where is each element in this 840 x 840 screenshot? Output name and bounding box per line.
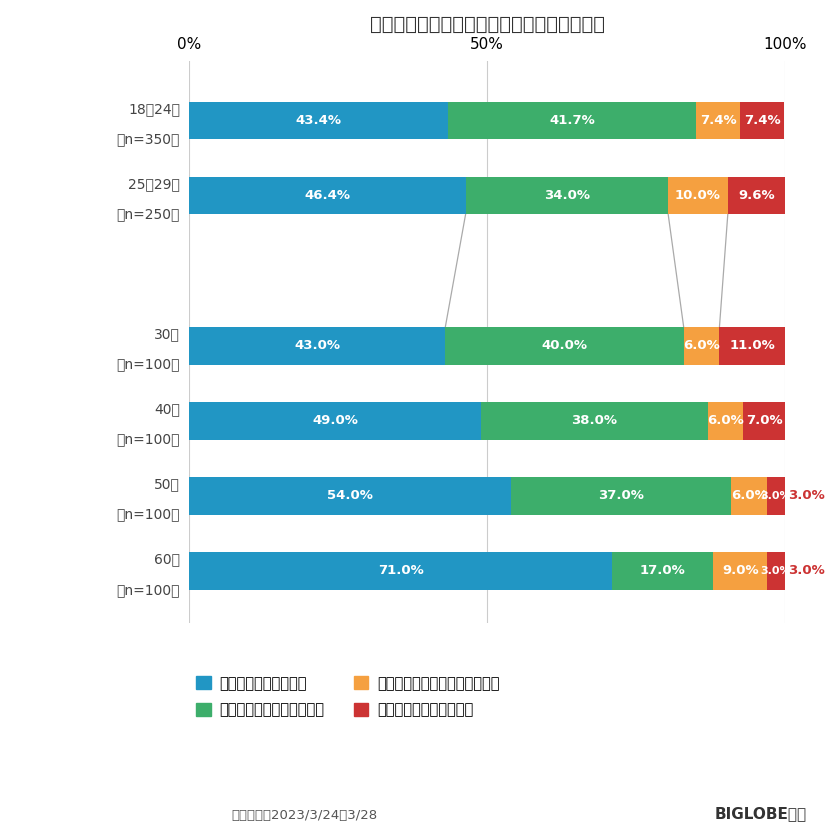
Text: 17.0%: 17.0% bbox=[640, 564, 685, 577]
Text: 54.0%: 54.0% bbox=[327, 490, 373, 502]
Text: （n=100）: （n=100） bbox=[117, 358, 180, 371]
Text: 34.0%: 34.0% bbox=[543, 189, 590, 202]
Text: 9.6%: 9.6% bbox=[738, 189, 774, 202]
Text: 30代: 30代 bbox=[155, 328, 180, 342]
Text: 40.0%: 40.0% bbox=[542, 339, 587, 352]
Text: 9.0%: 9.0% bbox=[722, 564, 759, 577]
Text: 10.0%: 10.0% bbox=[675, 189, 721, 202]
Bar bbox=[189, 477, 511, 515]
Text: 71.0%: 71.0% bbox=[378, 564, 423, 577]
Bar bbox=[707, 402, 743, 439]
Bar bbox=[727, 177, 785, 214]
Text: 43.0%: 43.0% bbox=[294, 339, 340, 352]
Text: （n=250）: （n=250） bbox=[117, 207, 180, 222]
Text: （n=350）: （n=350） bbox=[117, 133, 180, 146]
Bar bbox=[732, 477, 767, 515]
Bar bbox=[767, 477, 785, 515]
Text: 46.4%: 46.4% bbox=[304, 189, 350, 202]
Bar bbox=[511, 477, 732, 515]
Text: 11.0%: 11.0% bbox=[729, 339, 775, 352]
Text: 41.7%: 41.7% bbox=[549, 114, 595, 127]
Text: 43.4%: 43.4% bbox=[296, 114, 341, 127]
Bar bbox=[612, 552, 713, 590]
Text: （n=100）: （n=100） bbox=[117, 583, 180, 596]
Bar bbox=[189, 552, 612, 590]
Text: 7.0%: 7.0% bbox=[746, 414, 782, 428]
Text: 40代: 40代 bbox=[155, 402, 180, 417]
Bar bbox=[189, 327, 445, 365]
Bar bbox=[743, 402, 785, 439]
Text: 3.0%: 3.0% bbox=[788, 564, 825, 577]
Text: 38.0%: 38.0% bbox=[571, 414, 617, 428]
Text: 25〜29歳: 25〜29歳 bbox=[129, 177, 180, 192]
Bar bbox=[684, 327, 719, 365]
Bar bbox=[465, 177, 668, 214]
Text: 37.0%: 37.0% bbox=[598, 490, 644, 502]
Bar bbox=[696, 102, 740, 139]
Bar bbox=[767, 552, 785, 590]
Bar bbox=[189, 402, 481, 439]
Text: （n=100）: （n=100） bbox=[117, 433, 180, 447]
Text: 調査期間：2023/3/24〜3/28: 調査期間：2023/3/24〜3/28 bbox=[232, 809, 378, 822]
Text: 50代: 50代 bbox=[155, 478, 180, 491]
Bar bbox=[481, 402, 707, 439]
Text: 49.0%: 49.0% bbox=[312, 414, 358, 428]
Bar bbox=[740, 102, 785, 139]
Title: 【年代別】他人に迷惑をかけることへの意識: 【年代別】他人に迷惑をかけることへの意識 bbox=[370, 15, 605, 34]
Text: 3.0%: 3.0% bbox=[761, 491, 791, 501]
Bar bbox=[448, 102, 696, 139]
Text: 6.0%: 6.0% bbox=[683, 339, 720, 352]
Bar bbox=[445, 327, 684, 365]
Text: 6.0%: 6.0% bbox=[707, 414, 743, 428]
Text: 3.0%: 3.0% bbox=[788, 490, 825, 502]
Bar bbox=[189, 177, 465, 214]
Text: 18〜24歳: 18〜24歳 bbox=[129, 102, 180, 117]
Text: 7.4%: 7.4% bbox=[700, 114, 737, 127]
Text: 3.0%: 3.0% bbox=[761, 566, 791, 576]
Bar bbox=[189, 102, 448, 139]
Text: BIGLOBE調べ: BIGLOBE調べ bbox=[714, 806, 806, 822]
Text: 60代: 60代 bbox=[154, 553, 180, 567]
Text: 6.0%: 6.0% bbox=[731, 490, 768, 502]
Bar bbox=[713, 552, 767, 590]
Bar bbox=[719, 327, 785, 365]
Text: （n=100）: （n=100） bbox=[117, 507, 180, 522]
Legend: 意識して生活している, やや意識して生活している, あまり意識して生活していない, 意識して生活していない: 意識して生活している, やや意識して生活している, あまり意識して生活していない… bbox=[197, 676, 500, 717]
Text: 7.4%: 7.4% bbox=[744, 114, 780, 127]
Bar bbox=[668, 177, 727, 214]
